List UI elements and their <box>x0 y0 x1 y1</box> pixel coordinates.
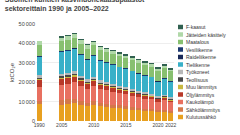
svg-text:Sähkölämmitys: Sähkölämmitys <box>186 107 220 113</box>
svg-text:Öljylämmitys: Öljylämmitys <box>186 92 215 98</box>
svg-text:40 000: 40 000 <box>19 40 35 46</box>
svg-text:0: 0 <box>32 118 35 124</box>
svg-text:Suomen kuntien kasvihuonekaasu: Suomen kuntien kasvihuonekaasupäästötsek… <box>5 0 145 13</box>
svg-text:2022: 2022 <box>165 122 176 128</box>
svg-text:50 000: 50 000 <box>19 21 35 27</box>
svg-text:Työkoneet: Työkoneet <box>186 69 210 75</box>
svg-text:ktCO₂e: ktCO₂e <box>9 62 15 82</box>
svg-text:2005: 2005 <box>56 122 67 128</box>
svg-text:2010: 2010 <box>88 122 99 128</box>
svg-text:2015: 2015 <box>120 122 131 128</box>
svg-text:30 000: 30 000 <box>19 60 35 66</box>
svg-text:20 000: 20 000 <box>19 79 35 85</box>
svg-text:Maatalous: Maatalous <box>186 39 210 45</box>
svg-text:Tieliikenne: Tieliikenne <box>186 62 210 68</box>
svg-text:2020: 2020 <box>152 122 163 128</box>
svg-text:F-kaasut: F-kaasut <box>186 24 206 30</box>
svg-text:Kaukolämpö: Kaukolämpö <box>186 99 214 105</box>
svg-text:Teollisuus: Teollisuus <box>186 77 208 83</box>
svg-text:Kulutussähkö: Kulutussähkö <box>186 114 216 120</box>
svg-text:Vesiliikenne: Vesiliikenne <box>186 47 213 53</box>
svg-text:Jätteiden käsittely: Jätteiden käsittely <box>186 32 226 38</box>
svg-text:Raideliikenne: Raideliikenne <box>186 54 216 60</box>
svg-text:1990: 1990 <box>34 122 45 128</box>
svg-text:10 000: 10 000 <box>19 99 35 105</box>
svg-text:Muu lämmitys: Muu lämmitys <box>186 84 217 90</box>
